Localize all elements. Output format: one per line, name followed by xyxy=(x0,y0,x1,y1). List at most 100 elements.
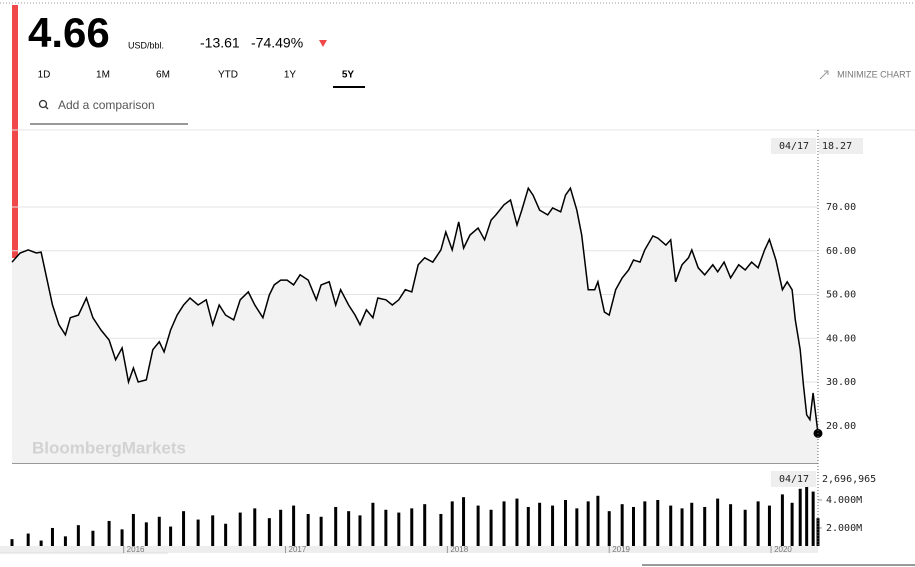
volume-bar xyxy=(515,498,519,546)
volume-bar xyxy=(306,513,310,546)
change: -13.61 xyxy=(200,35,240,51)
volume-bar xyxy=(607,511,611,546)
volume-bar xyxy=(120,529,124,546)
crosshair-date: 04/17 xyxy=(779,141,809,152)
volume-bar xyxy=(410,508,414,546)
volume-bar xyxy=(669,505,673,546)
x-tick-label: 2017 xyxy=(289,545,307,554)
volume-bar xyxy=(538,502,542,546)
volume-bar xyxy=(334,506,338,546)
volume-bar xyxy=(10,539,14,546)
watermark: BloombergMarkets xyxy=(32,438,186,457)
volume-bar xyxy=(157,516,161,546)
range-button[interactable]: 6M xyxy=(156,70,170,81)
volume-bar xyxy=(596,495,600,546)
range-button[interactable]: 1D xyxy=(38,70,51,81)
minimize-label[interactable]: MINIMIZE CHART xyxy=(837,69,911,79)
volume-bar xyxy=(292,505,296,546)
volume-bar xyxy=(703,506,707,546)
x-axis-band xyxy=(0,546,818,553)
minimize-icon xyxy=(819,70,829,80)
volume-bar xyxy=(267,518,271,546)
y-tick-label: 2.000M xyxy=(826,523,862,534)
x-tick-label: 2019 xyxy=(612,545,630,554)
volume-bar xyxy=(279,509,283,546)
crosshair-value: 18.27 xyxy=(822,141,852,152)
volume-bar xyxy=(39,540,43,546)
volume-bar xyxy=(790,502,794,546)
volume-bar xyxy=(196,519,200,546)
crosshair-date: 04/17 xyxy=(779,474,809,485)
volume-bar xyxy=(631,506,635,546)
volume-bar xyxy=(107,520,111,546)
volume-bar xyxy=(551,505,555,546)
volume-bar xyxy=(347,511,351,546)
volume-bar xyxy=(50,527,54,546)
minimize-button[interactable]: MINIMIZE CHART xyxy=(819,69,911,80)
volume-bar xyxy=(620,504,624,546)
volume-bar xyxy=(656,499,660,546)
y-tick-label: 50.00 xyxy=(826,290,856,301)
volume-bar xyxy=(319,516,323,546)
search-icon-handle xyxy=(45,106,49,110)
volume-bar xyxy=(643,501,647,546)
volume-bar xyxy=(384,509,388,546)
volume-bar xyxy=(476,505,480,546)
volume-bar xyxy=(253,508,257,546)
volume-bar xyxy=(144,522,148,546)
crosshair-value-box xyxy=(819,138,863,154)
volume-bar xyxy=(26,533,30,546)
volume-bar xyxy=(575,508,579,546)
range-button[interactable]: 1Y xyxy=(284,70,297,81)
unit: USD/bbl. xyxy=(128,40,164,50)
x-tick-label: 2018 xyxy=(450,545,468,554)
x-tick-label: 2016 xyxy=(127,545,145,554)
volume-bar xyxy=(743,509,747,546)
volume-bar xyxy=(439,513,443,546)
volume-bar xyxy=(169,526,173,546)
volume-bar xyxy=(811,491,815,546)
search-icon xyxy=(38,99,48,109)
volume-bar xyxy=(680,508,684,546)
x-tick-label: 2020 xyxy=(774,545,792,554)
volume-bar xyxy=(805,486,809,546)
volume-bar xyxy=(489,509,493,546)
volume-bar xyxy=(462,497,466,546)
volume-bar xyxy=(182,511,186,546)
volume-bar xyxy=(224,523,228,546)
volume-bar xyxy=(91,530,95,546)
down-arrow xyxy=(319,40,327,47)
price-line xyxy=(11,186,819,434)
crosshair-value: 2,696,965 xyxy=(822,474,876,485)
volume-bar xyxy=(371,502,375,546)
volume-bar xyxy=(423,504,427,546)
volume-bar xyxy=(586,501,590,546)
y-tick-label: 30.00 xyxy=(826,377,856,388)
volume-bar xyxy=(716,498,720,546)
volume-bar xyxy=(502,501,506,546)
y-tick-label: 70.00 xyxy=(826,202,856,213)
volume-bar xyxy=(690,502,694,546)
range-button[interactable]: 1M xyxy=(96,70,110,81)
volume-bar xyxy=(564,499,568,546)
volume-bar xyxy=(767,505,771,546)
crosshair-date-box xyxy=(771,471,816,487)
range-button[interactable]: 5Y xyxy=(342,70,355,81)
volume-bar xyxy=(798,488,802,546)
volume-bar xyxy=(358,515,362,546)
comparison-search[interactable]: Add a comparison xyxy=(30,98,188,125)
volume-bar xyxy=(63,536,67,546)
y-tick-label: 40.00 xyxy=(826,333,856,344)
range-button[interactable]: YTD xyxy=(218,70,238,81)
crosshair-date-box xyxy=(771,138,816,154)
y-tick-label: 4.000M xyxy=(826,495,862,506)
accent-bar xyxy=(12,5,18,258)
volume-bar xyxy=(397,512,401,546)
volume-bar xyxy=(238,512,242,546)
y-tick-label: 20.00 xyxy=(826,421,856,432)
volume-bar xyxy=(756,501,760,546)
y-tick-label: 60.00 xyxy=(826,246,856,257)
volume-bar xyxy=(76,525,80,546)
search-placeholder[interactable]: Add a comparison xyxy=(58,98,155,112)
